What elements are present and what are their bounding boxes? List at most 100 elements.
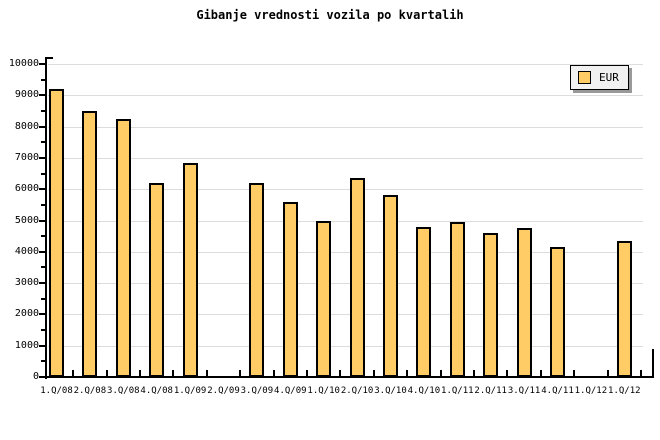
x-axis-tick-label: 1.Q/11 (441, 386, 474, 396)
gridline (48, 346, 643, 347)
x-axis-boundary-tick (72, 370, 75, 376)
x-axis-boundary-tick (139, 370, 141, 376)
x-axis-tick-label: 2.Q/10 (340, 386, 374, 396)
y-axis-major-tick (39, 188, 45, 191)
y-axis-minor-tick (41, 141, 45, 144)
x-axis-tick-label: 4.Q/11 (541, 386, 574, 396)
x-axis-tick-label: 4.Q/09 (274, 386, 307, 396)
x-axis-boundary-tick (172, 370, 175, 376)
x-axis-boundary-tick (606, 370, 609, 376)
bar (483, 233, 499, 377)
gridline (48, 64, 643, 65)
gridline (48, 95, 643, 96)
x-axis-tick-label: 3.Q/09 (240, 386, 274, 396)
bar (49, 89, 64, 377)
legend-label: EUR (599, 71, 619, 84)
y-axis-tick-label: 10000 (8, 58, 39, 69)
y-axis-major-tick (39, 219, 45, 222)
y-axis-cap (45, 57, 53, 59)
y-axis-tick-label: 4000 (14, 245, 39, 257)
x-axis-tick-label: 3.Q/08 (107, 386, 140, 396)
x-axis-boundary-tick (306, 370, 308, 376)
bar (416, 226, 432, 377)
bar (82, 110, 98, 377)
gridline (48, 221, 643, 222)
x-axis-boundary-tick (272, 370, 275, 376)
x-axis-end-tick (652, 349, 654, 377)
y-axis-tick-label: 0 (32, 371, 39, 382)
y-axis-tick-label: 9000 (14, 89, 39, 101)
y-axis-minor-tick (41, 235, 45, 238)
x-axis-tick-label: 1.Q/10 (307, 386, 340, 396)
x-axis-boundary-tick (439, 370, 442, 376)
gridline (48, 314, 643, 315)
y-axis-major-tick (39, 156, 45, 159)
y-axis-tick-label: 8000 (14, 120, 39, 132)
chart-title: Gibanje vrednosti vozila po kvartalih (196, 8, 464, 22)
gridline (48, 252, 643, 253)
y-axis-minor-tick (41, 266, 45, 269)
y-axis-major-tick (39, 344, 45, 347)
legend: EUR (570, 65, 629, 90)
y-axis-minor-tick (41, 109, 45, 112)
gridline (48, 127, 643, 128)
x-axis-boundary-tick (506, 370, 509, 376)
bar (316, 220, 332, 377)
y-axis-tick-label: 1000 (14, 339, 39, 351)
x-axis-line (45, 376, 654, 378)
gridline (48, 283, 643, 284)
x-axis-tick-label: 1.Q/09 (173, 386, 207, 396)
bar (550, 247, 565, 377)
y-axis-tick-label: 2000 (14, 308, 39, 320)
y-axis-minor-tick (41, 78, 45, 81)
y-axis-major-tick (39, 94, 45, 97)
x-axis-tick-label: 1.Q/12 (574, 386, 608, 396)
x-axis-boundary-tick (372, 370, 375, 376)
y-axis-major-tick (39, 125, 45, 128)
bar (383, 195, 398, 377)
y-axis-major-tick (39, 313, 45, 316)
x-axis-tick-label: 4.Q/08 (140, 386, 173, 396)
y-axis-minor-tick (41, 297, 45, 300)
x-axis-boundary-tick (105, 370, 108, 376)
y-axis-minor-tick (41, 203, 45, 206)
x-axis-tick-label: 3.Q/10 (374, 386, 407, 396)
x-axis-tick-label: 3.Q/11 (507, 386, 541, 396)
y-axis-major-tick (39, 282, 45, 285)
x-axis-boundary-tick (406, 370, 409, 376)
y-axis-major-tick (39, 63, 45, 65)
legend-swatch-eur (578, 71, 591, 84)
y-axis-minor-tick (41, 329, 45, 332)
x-axis-tick-label: 1.Q/12 (608, 386, 641, 396)
bar (616, 240, 632, 377)
y-axis-tick-label: 7000 (14, 151, 39, 163)
bar (516, 228, 532, 377)
y-axis-tick-label: 3000 (14, 277, 39, 289)
bar (149, 182, 165, 377)
x-axis-boundary-tick (573, 370, 576, 376)
x-axis-boundary-tick (473, 370, 475, 376)
x-axis-boundary-tick (640, 370, 642, 376)
bar (249, 182, 265, 377)
bar (349, 178, 365, 377)
x-axis-tick-label: 4.Q/10 (407, 386, 441, 396)
y-axis-tick-label: 5000 (14, 214, 39, 226)
x-axis-boundary-tick (239, 370, 242, 376)
x-axis-tick-label: 2.Q/08 (73, 386, 107, 396)
y-axis-minor-tick (41, 172, 45, 175)
x-axis-boundary-tick (205, 370, 208, 376)
bar (282, 201, 298, 377)
y-axis-minor-tick (41, 360, 45, 363)
x-axis-tick-label: 2.Q/11 (474, 386, 507, 396)
gridline (48, 158, 643, 159)
y-axis-tick-label: 6000 (14, 183, 39, 195)
gridline (48, 189, 643, 190)
y-axis-line (45, 57, 47, 379)
x-axis-boundary-tick (339, 370, 342, 376)
x-axis-tick-label: 1.Q/08 (40, 386, 73, 396)
bar (115, 118, 131, 377)
bar (449, 222, 465, 377)
x-axis-tick-label: 2.Q/09 (207, 386, 240, 396)
